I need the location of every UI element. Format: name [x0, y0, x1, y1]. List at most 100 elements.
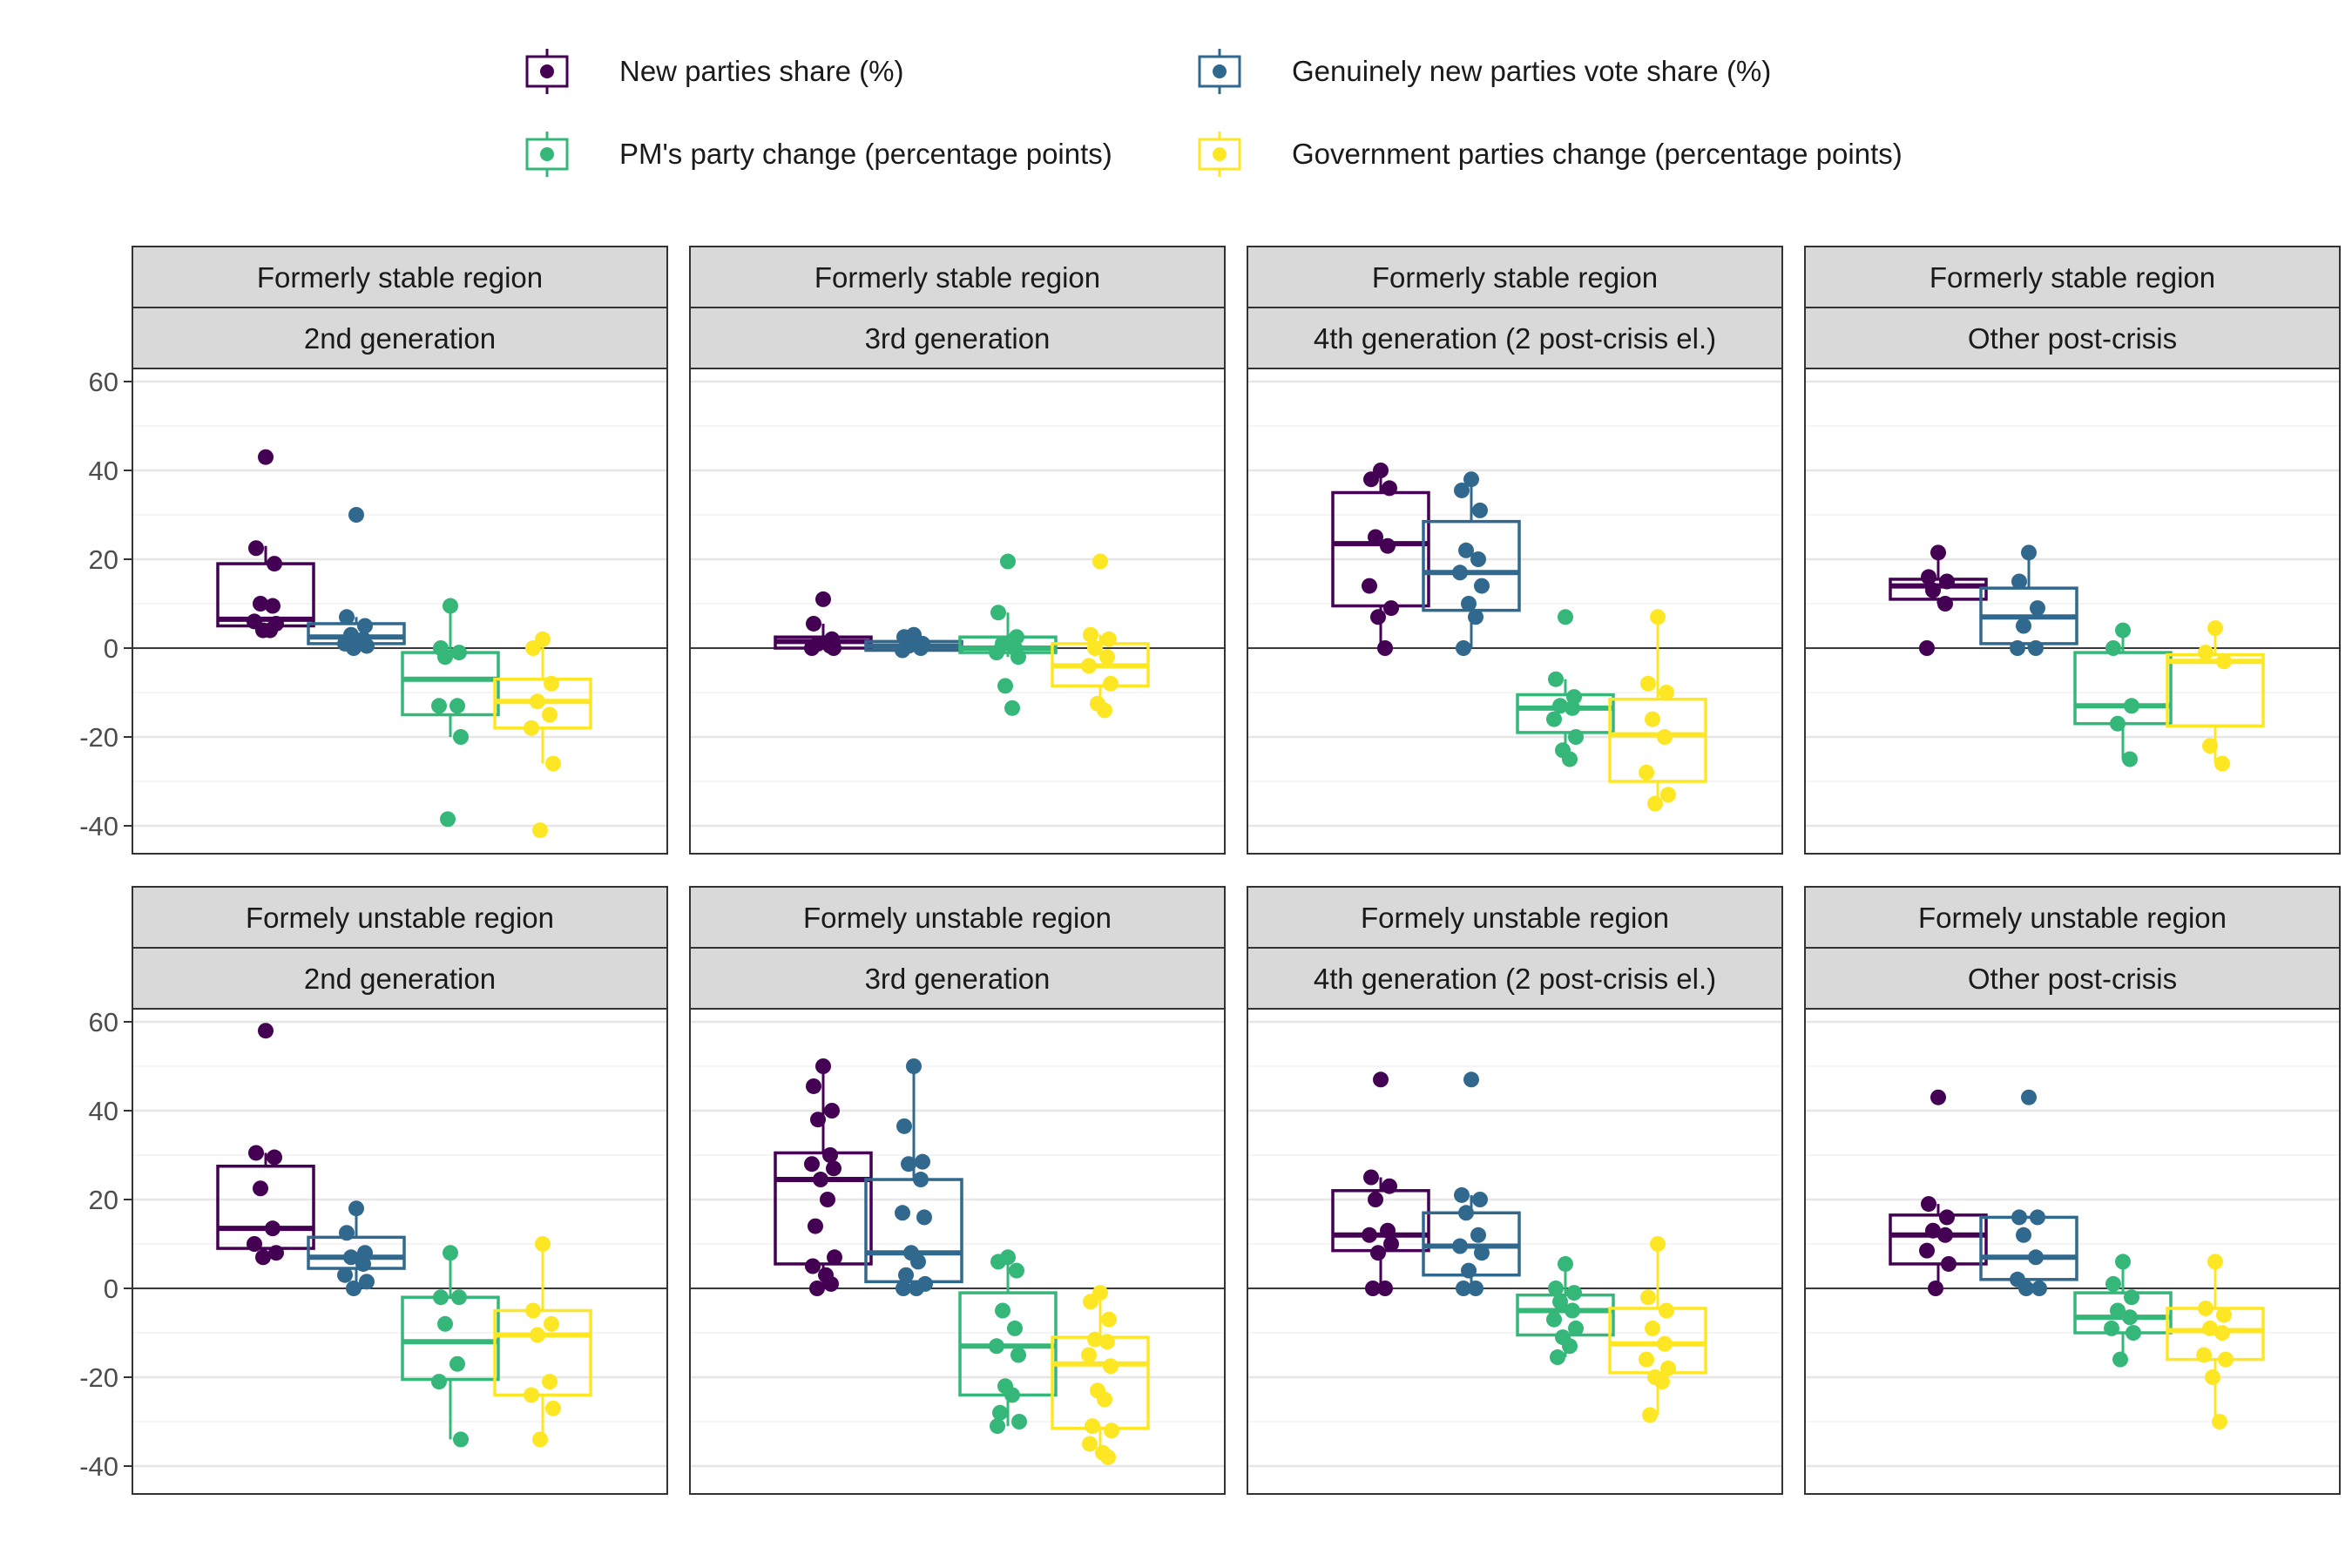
- data-point: [2216, 1307, 2232, 1323]
- data-point: [1921, 1196, 1936, 1213]
- data-point: [1092, 553, 1108, 570]
- data-point: [443, 598, 458, 614]
- data-point: [542, 1374, 558, 1390]
- data-point: [2018, 1281, 2034, 1296]
- data-point: [1382, 1178, 1397, 1194]
- y-tick-label: 40: [89, 456, 118, 486]
- strip-generation-bg: [689, 307, 1226, 369]
- data-point: [992, 1404, 1008, 1421]
- box-3: [1516, 1255, 1615, 1366]
- data-point: [453, 729, 469, 745]
- data-point: [1925, 1222, 1941, 1239]
- data-point: [1097, 1391, 1112, 1408]
- facet-panel: Formerly stable region 4th generation (2 …: [1247, 246, 1783, 855]
- data-point: [525, 640, 541, 656]
- data-point: [806, 615, 821, 632]
- data-point: [1363, 471, 1379, 488]
- data-point: [1552, 698, 1568, 714]
- box-iqr: [1051, 1335, 1150, 1430]
- data-point: [453, 1431, 469, 1448]
- data-point: [258, 449, 274, 465]
- data-point: [265, 1220, 280, 1237]
- legend-key-point: [1213, 147, 1227, 161]
- y-tick-label: 60: [89, 1007, 118, 1037]
- data-point: [820, 1192, 835, 1207]
- data-point: [1660, 1360, 1676, 1376]
- data-point: [451, 645, 467, 661]
- data-point: [2016, 1227, 2031, 1243]
- strip-generation-bg: [1247, 307, 1783, 369]
- data-point: [995, 1302, 1010, 1319]
- data-point: [1087, 1331, 1103, 1348]
- y-tick-label: -20: [79, 1362, 118, 1393]
- box-iqr: [2073, 1291, 2173, 1335]
- box-iqr: [401, 1295, 500, 1382]
- data-point: [265, 598, 280, 614]
- data-point: [896, 1281, 911, 1296]
- data-point: [823, 1275, 839, 1292]
- data-point: [339, 609, 355, 625]
- data-point: [2207, 1254, 2223, 1270]
- panel-border: [689, 368, 1226, 855]
- data-point: [1659, 685, 1674, 700]
- data-point: [990, 1418, 1005, 1435]
- data-point: [1458, 542, 1474, 558]
- data-point: [1657, 729, 1673, 745]
- data-point: [545, 755, 561, 772]
- data-point: [1930, 544, 1946, 561]
- data-point: [989, 645, 1004, 661]
- data-point: [1368, 1192, 1383, 1207]
- data-point: [343, 1249, 359, 1266]
- facet-panel: Formely unstable region 4th generation (2…: [1247, 886, 1783, 1495]
- legend-label: Government parties change (percentage po…: [1292, 138, 1903, 170]
- data-point: [1004, 1387, 1020, 1403]
- data-point: [1548, 671, 1564, 687]
- data-point: [2122, 1309, 2138, 1326]
- panel-border: [1247, 1008, 1783, 1495]
- strip-region-bg: [1247, 886, 1783, 949]
- data-point: [433, 1289, 449, 1306]
- data-point: [1009, 1262, 1024, 1279]
- box-3: [1516, 609, 1615, 767]
- y-tick-label: 60: [89, 367, 118, 397]
- data-point: [1362, 1227, 1377, 1243]
- data-point: [2031, 1281, 2047, 1296]
- data-point: [895, 642, 910, 659]
- legend-key-point: [540, 147, 554, 161]
- data-point: [2122, 751, 2138, 767]
- data-point: [530, 693, 545, 710]
- data-point: [1373, 1071, 1389, 1088]
- data-point: [898, 1267, 914, 1283]
- box-iqr: [216, 1165, 315, 1250]
- y-tick-label: 20: [89, 544, 118, 575]
- data-point: [1928, 1281, 1943, 1296]
- data-point: [253, 596, 268, 612]
- data-point: [1937, 1227, 1953, 1243]
- data-point: [1454, 482, 1470, 498]
- legend-item: Government parties change (percentage po…: [1198, 132, 1903, 177]
- box-iqr: [1331, 490, 1430, 608]
- y-tick-label: -20: [79, 722, 118, 753]
- data-point: [990, 605, 1006, 621]
- data-point: [1566, 1285, 1582, 1301]
- data-point: [1380, 537, 1396, 554]
- data-point: [997, 678, 1013, 694]
- data-point: [2198, 1300, 2213, 1316]
- data-point: [1097, 702, 1112, 719]
- data-point: [359, 1274, 375, 1290]
- data-point: [805, 1258, 821, 1274]
- legend-key-point: [1213, 64, 1227, 78]
- data-point: [1083, 626, 1098, 643]
- box-iqr: [2166, 1307, 2265, 1362]
- box-2: [864, 1058, 963, 1296]
- data-point: [916, 1209, 932, 1226]
- data-point: [1939, 1209, 1955, 1226]
- strip-generation-label: Other post-crisis: [1968, 963, 2177, 995]
- strip-generation-label: 4th generation (2 post-crisis el.): [1314, 963, 1716, 995]
- data-point: [535, 1236, 551, 1252]
- data-point: [1562, 1338, 1578, 1355]
- legend-label: Genuinely new parties vote share (%): [1292, 55, 1771, 87]
- data-point: [1010, 1347, 1026, 1363]
- data-point: [258, 1023, 274, 1039]
- data-point: [248, 540, 264, 557]
